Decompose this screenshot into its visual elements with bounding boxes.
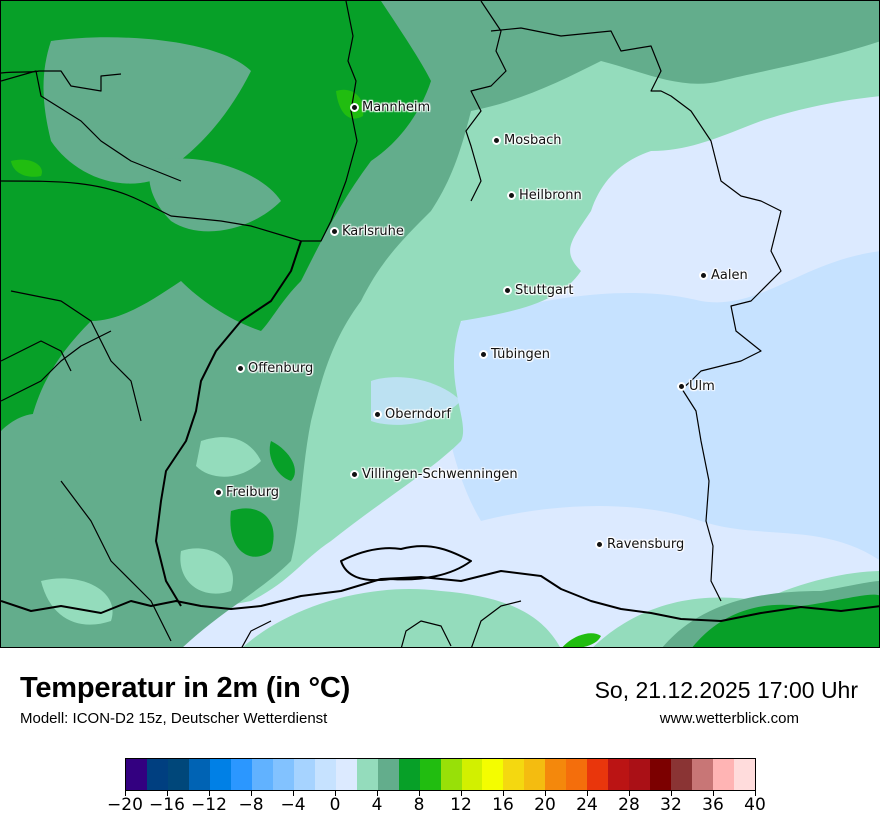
colorbar-bin — [251, 759, 273, 790]
colorbar-tick — [671, 791, 672, 796]
colorbar-tick-label: 4 — [371, 795, 383, 815]
valid-datetime: So, 21.12.2025 17:00 Uhr — [594, 677, 858, 703]
colorbar-tick-label: −20 — [107, 795, 143, 815]
colorbar-bin — [503, 759, 525, 790]
colorbar-bin — [713, 759, 735, 790]
colorbar-bin — [188, 759, 210, 790]
colorbar-bin — [545, 759, 567, 790]
colorbar-bin — [482, 759, 504, 790]
city-dot-icon — [236, 364, 245, 373]
colorbar-tick — [587, 791, 588, 796]
colorbar-tick-label: 28 — [618, 795, 640, 815]
colorbar-tick — [419, 791, 420, 796]
city-dot-icon — [507, 191, 516, 200]
colorbar-tick — [293, 791, 294, 796]
city-dot-icon — [503, 286, 512, 295]
colorbar-tick — [629, 791, 630, 796]
temperature-map: Mannheim Mosbach Heilbronn Karlsruhe Aal… — [0, 0, 880, 648]
city-dot-icon — [330, 227, 339, 236]
city-dot-icon — [373, 410, 382, 419]
colorbar-bin — [377, 759, 399, 790]
city-dot-icon — [350, 470, 359, 479]
colorbar-tick-label: 12 — [450, 795, 472, 815]
colorbar-tick — [167, 791, 168, 796]
colorbar-tick — [503, 791, 504, 796]
colorbar-bin — [650, 759, 672, 790]
colorbar-bin — [126, 759, 147, 790]
city-label-mosbach: Mosbach — [492, 133, 562, 148]
colorbar-bin — [335, 759, 357, 790]
colorbar-tick-label: 16 — [492, 795, 514, 815]
colorbar-bin — [524, 759, 546, 790]
temperature-colorbar — [125, 758, 756, 791]
colorbar-bin — [419, 759, 441, 790]
city-label-freiburg: Freiburg — [214, 485, 279, 500]
colorbar-bin — [356, 759, 378, 790]
city-label-aalen: Aalen — [699, 268, 748, 283]
colorbar-bin — [629, 759, 651, 790]
colorbar-tick — [125, 791, 126, 796]
city-label-heilbronn: Heilbronn — [507, 188, 582, 203]
colorbar-bin — [398, 759, 420, 790]
colorbar-tick-label: −12 — [191, 795, 227, 815]
city-label-ravensburg: Ravensburg — [595, 537, 684, 552]
city-dot-icon — [492, 136, 501, 145]
colorbar-tick-label: 24 — [576, 795, 598, 815]
colorbar-bin — [566, 759, 588, 790]
colorbar-bin — [314, 759, 336, 790]
colorbar-bin — [734, 759, 756, 790]
colorbar-tick-label: 36 — [702, 795, 724, 815]
colorbar-tick — [251, 791, 252, 796]
colorbar-tick-label: 8 — [413, 795, 425, 815]
colorbar-tick-label: 0 — [329, 795, 341, 815]
city-label-tuebingen: Tübingen — [479, 347, 550, 362]
colorbar-tick — [755, 791, 756, 796]
city-dot-icon — [677, 382, 686, 391]
city-dot-icon — [595, 540, 604, 549]
colorbar-bin — [230, 759, 252, 790]
colorbar-bin — [209, 759, 231, 790]
colorbar-bin — [461, 759, 483, 790]
colorbar-tick — [461, 791, 462, 796]
colorbar-tick-label: 20 — [534, 795, 556, 815]
model-source: Modell: ICON-D2 15z, Deutscher Wetterdie… — [20, 710, 328, 727]
website-credit: www.wetterblick.com — [659, 710, 799, 727]
colorbar-bin — [167, 759, 189, 790]
colorbar-bin — [146, 759, 168, 790]
colorbar-bin — [272, 759, 294, 790]
city-label-oberndorf: Oberndorf — [373, 407, 451, 422]
city-label-offenburg: Offenburg — [236, 361, 313, 376]
city-label-stuttgart: Stuttgart — [503, 283, 573, 298]
colorbar-bin — [440, 759, 462, 790]
colorbar-tick-label: −8 — [238, 795, 264, 815]
colorbar-tick — [209, 791, 210, 796]
colorbar-bin — [608, 759, 630, 790]
colorbar-tick — [545, 791, 546, 796]
city-dot-icon — [479, 350, 488, 359]
map-title: Temperatur in 2m (in °C) — [20, 672, 351, 704]
city-dot-icon — [214, 488, 223, 497]
colorbar-bin — [293, 759, 315, 790]
city-label-villingen-schwenningen: Villingen-Schwenningen — [350, 467, 518, 482]
colorbar-bin — [671, 759, 693, 790]
city-dot-icon — [350, 103, 359, 112]
city-dot-icon — [699, 271, 708, 280]
colorbar-tick-label: 40 — [744, 795, 766, 815]
colorbar-tick — [377, 791, 378, 796]
colorbar-ticks: −20 −16 −12 −8 −4 0 4 8 12 16 20 24 28 32 36 40 — [107, 791, 766, 827]
colorbar-tick — [335, 791, 336, 796]
colorbar-tick-label: −4 — [280, 795, 306, 815]
city-label-karlsruhe: Karlsruhe — [330, 224, 404, 239]
colorbar-bin — [587, 759, 609, 790]
colorbar-tick-label: 32 — [660, 795, 682, 815]
colorbar-tick — [713, 791, 714, 796]
colorbar-bin — [692, 759, 714, 790]
colorbar-tick-label: −16 — [149, 795, 185, 815]
city-label-mannheim: Mannheim — [350, 100, 430, 115]
city-label-ulm: Ulm — [677, 379, 715, 394]
temperature-field — [1, 1, 879, 647]
